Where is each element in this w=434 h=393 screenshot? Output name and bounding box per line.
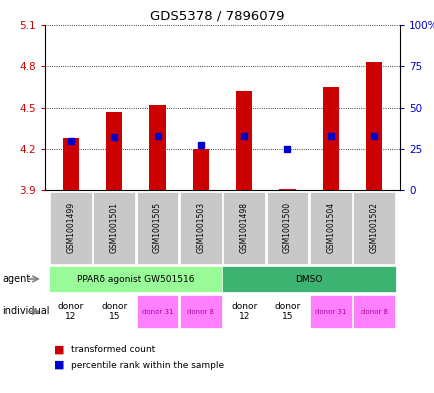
Text: GSM1001501: GSM1001501: [109, 202, 118, 253]
Text: individual: individual: [2, 307, 49, 316]
Bar: [235, 91, 252, 190]
Bar: [136, 191, 178, 263]
Bar: [223, 295, 264, 328]
Text: ■: ■: [53, 345, 64, 355]
Text: donor
12: donor 12: [58, 302, 84, 321]
Bar: [309, 295, 351, 328]
Bar: [180, 191, 221, 263]
Bar: [49, 266, 222, 292]
Text: agent: agent: [2, 274, 30, 284]
Text: PPARδ agonist GW501516: PPARδ agonist GW501516: [77, 274, 194, 283]
Text: GSM1001505: GSM1001505: [153, 202, 162, 253]
Text: transformed count: transformed count: [71, 345, 155, 354]
Text: donor 8: donor 8: [360, 309, 387, 314]
Text: GSM1001503: GSM1001503: [196, 202, 205, 253]
Bar: [93, 191, 135, 263]
Bar: [352, 295, 394, 328]
Text: donor
15: donor 15: [101, 302, 127, 321]
Text: donor
12: donor 12: [230, 302, 256, 321]
Text: GSM1001504: GSM1001504: [326, 202, 335, 253]
Bar: [223, 191, 264, 263]
Bar: [365, 62, 381, 190]
Bar: [222, 266, 395, 292]
Bar: [322, 87, 338, 190]
Text: GDS5378 / 7896079: GDS5378 / 7896079: [150, 10, 284, 23]
Text: donor 31: donor 31: [314, 309, 346, 314]
Bar: [352, 191, 394, 263]
Text: donor 31: donor 31: [141, 309, 173, 314]
Text: GSM1001500: GSM1001500: [282, 202, 291, 253]
Text: percentile rank within the sample: percentile rank within the sample: [71, 360, 224, 369]
Bar: [266, 295, 308, 328]
Bar: [50, 295, 92, 328]
Text: DMSO: DMSO: [295, 274, 322, 283]
Bar: [106, 112, 122, 190]
Bar: [136, 295, 178, 328]
Bar: [50, 191, 92, 263]
Bar: [93, 295, 135, 328]
Bar: [149, 105, 165, 190]
Text: GSM1001502: GSM1001502: [368, 202, 378, 253]
Bar: [266, 191, 308, 263]
Text: donor 8: donor 8: [187, 309, 214, 314]
Bar: [180, 295, 221, 328]
Bar: [309, 191, 351, 263]
Text: ■: ■: [53, 360, 64, 370]
Bar: [62, 138, 79, 190]
Bar: [279, 189, 295, 190]
Text: GSM1001499: GSM1001499: [66, 202, 76, 253]
Bar: [192, 149, 209, 190]
Text: GSM1001498: GSM1001498: [239, 202, 248, 253]
Text: donor
15: donor 15: [274, 302, 300, 321]
